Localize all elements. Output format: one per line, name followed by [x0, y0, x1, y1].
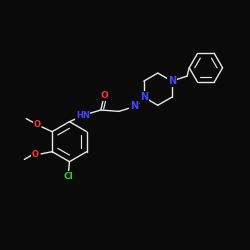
Text: N: N	[130, 102, 138, 112]
Text: HN: HN	[76, 111, 90, 120]
Text: O: O	[100, 91, 108, 100]
Text: O: O	[33, 120, 40, 129]
Text: N: N	[168, 76, 176, 86]
Text: N: N	[140, 92, 148, 102]
Text: O: O	[32, 150, 38, 159]
Text: Cl: Cl	[63, 172, 73, 180]
